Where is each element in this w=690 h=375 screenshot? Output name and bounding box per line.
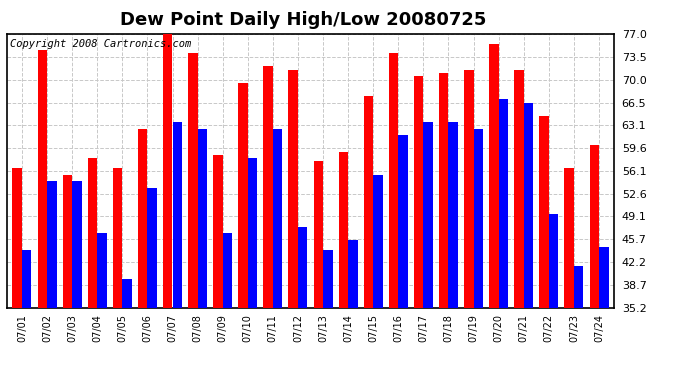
Bar (424, 122, 433, 375)
Bar (540, 116, 549, 375)
Bar (213, 155, 223, 375)
Text: Copyright 2008 Cartronics.com: Copyright 2008 Cartronics.com (10, 39, 191, 49)
Bar (464, 70, 473, 375)
Bar (188, 53, 197, 375)
Bar (388, 53, 398, 375)
Bar (514, 70, 524, 375)
Bar (448, 122, 458, 375)
Bar (172, 122, 182, 375)
Bar (37, 50, 47, 375)
Bar (288, 70, 298, 375)
Bar (373, 174, 383, 375)
Bar (163, 30, 172, 375)
Text: Dew Point Daily High/Low 20080725: Dew Point Daily High/Low 20080725 (121, 11, 486, 29)
Bar (97, 234, 107, 375)
Bar (112, 168, 122, 375)
Bar (298, 227, 308, 375)
Bar (88, 158, 97, 375)
Bar (564, 168, 574, 375)
Bar (223, 234, 233, 375)
Bar (589, 145, 599, 375)
Bar (72, 181, 81, 375)
Bar (238, 83, 248, 375)
Bar (313, 162, 323, 375)
Bar (398, 135, 408, 375)
Bar (323, 250, 333, 375)
Bar (364, 96, 373, 375)
Bar (414, 76, 424, 375)
Bar (12, 168, 22, 375)
Bar (549, 214, 558, 375)
Bar (148, 188, 157, 375)
Bar (439, 73, 449, 375)
Bar (489, 44, 499, 375)
Bar (599, 247, 609, 375)
Bar (473, 129, 483, 375)
Bar (63, 174, 72, 375)
Bar (138, 129, 148, 375)
Bar (248, 158, 257, 375)
Bar (47, 181, 57, 375)
Bar (524, 102, 533, 375)
Bar (264, 66, 273, 375)
Bar (273, 129, 282, 375)
Bar (22, 250, 32, 375)
Bar (348, 240, 357, 375)
Bar (339, 152, 348, 375)
Bar (197, 129, 207, 375)
Bar (122, 279, 132, 375)
Bar (499, 99, 509, 375)
Bar (574, 266, 584, 375)
